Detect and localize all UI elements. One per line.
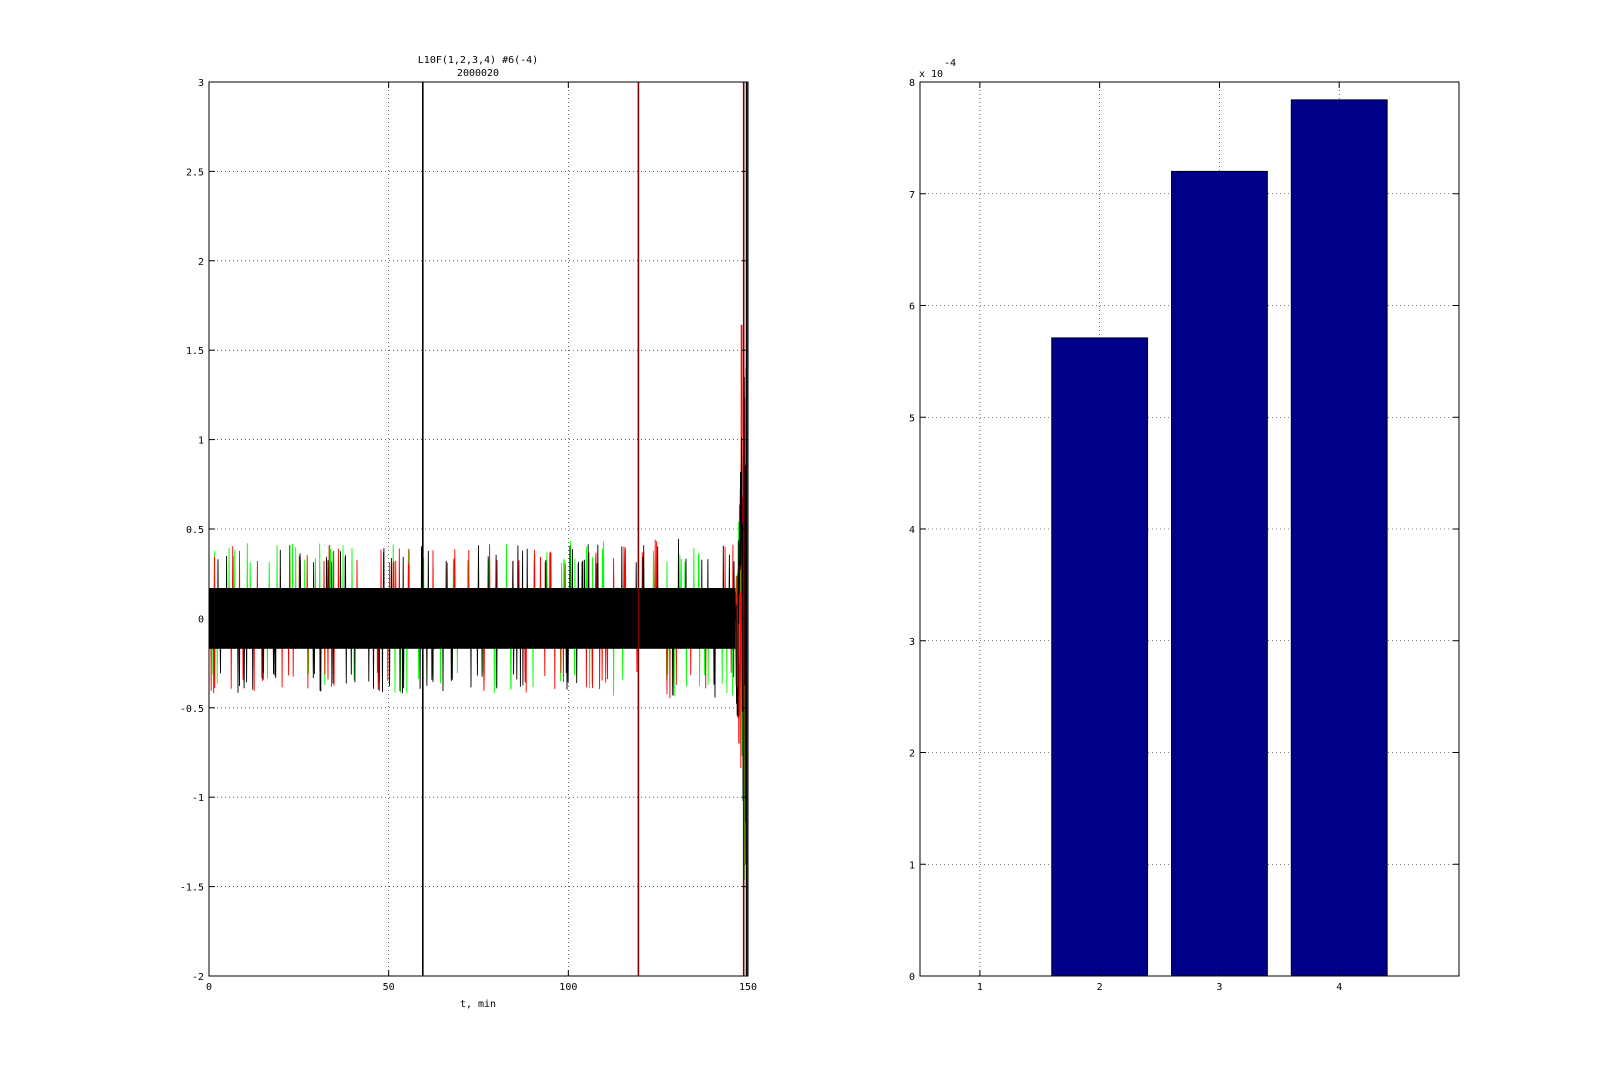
x-tick-label: 0 bbox=[206, 982, 212, 993]
time-series-chart: 0 50 100 150 -2 -1.5 -1 -0.5 0 0.5 1 1.5 2 2.5 3 L10F(… bbox=[180, 55, 757, 1010]
y-tick-label: 5 bbox=[909, 413, 915, 424]
y-tick-label: 1.5 bbox=[186, 346, 204, 357]
bar-3 bbox=[1171, 170, 1268, 977]
y-tick-label: 7 bbox=[909, 190, 915, 201]
y-tick-label: 1 bbox=[198, 436, 204, 447]
y-tick-label: 2 bbox=[909, 749, 915, 760]
bar-4 bbox=[1290, 99, 1388, 977]
y-tick-label: 4 bbox=[909, 525, 915, 536]
x-tick-label: 150 bbox=[739, 982, 757, 993]
y-tick-label: -1 bbox=[192, 793, 204, 804]
x-tick-label: 1 bbox=[977, 982, 983, 993]
y-tick-label: 3 bbox=[198, 78, 204, 89]
time-series-ticks: 0 50 100 150 -2 -1.5 -1 -0.5 0 0.5 1 1.5 2 2.5 3 bbox=[180, 78, 757, 993]
y-tick-label: 6 bbox=[909, 302, 915, 313]
x-tick-label: 2 bbox=[1097, 982, 1103, 993]
x-tick-label: 50 bbox=[383, 982, 395, 993]
y-tick-label: 0 bbox=[198, 614, 204, 625]
y-tick-label: -1.5 bbox=[180, 883, 204, 894]
y-tick-label: 0 bbox=[909, 972, 915, 983]
bar-2 bbox=[1051, 337, 1149, 977]
time-series-title: L10F(1,2,3,4) #6(-4) bbox=[418, 55, 538, 66]
x-tick-label: 3 bbox=[1216, 982, 1222, 993]
time-series-x-axis-label: t, min bbox=[460, 999, 496, 1010]
y-tick-label: 3 bbox=[909, 637, 915, 648]
y-tick-label: 1 bbox=[909, 860, 915, 871]
time-series-traces bbox=[208, 324, 748, 880]
bar-chart-bars bbox=[1051, 99, 1388, 977]
trace-series-2 bbox=[208, 324, 748, 823]
bar-chart-ticks: 1 2 3 4 0 1 2 3 4 5 6 7 8 bbox=[909, 78, 1459, 993]
y-tick-label: 2.5 bbox=[186, 167, 204, 178]
y-tick-label: 8 bbox=[909, 78, 915, 89]
y-tick-label: 0.5 bbox=[186, 525, 204, 536]
bar-chart-scale-exponent: -4 bbox=[944, 58, 956, 69]
x-tick-label: 4 bbox=[1336, 982, 1342, 993]
x-tick-label: 100 bbox=[559, 982, 577, 993]
y-tick-label: -2 bbox=[192, 972, 204, 983]
bar-chart: 1 2 3 4 0 1 2 3 4 5 6 7 8 x 10 -4 bbox=[909, 58, 1460, 993]
y-tick-label: 2 bbox=[198, 257, 204, 268]
bar-chart-scale-label: x 10 bbox=[919, 69, 943, 80]
time-series-grid bbox=[209, 82, 748, 976]
noise-core-band bbox=[209, 588, 736, 649]
time-series-subtitle: 2000020 bbox=[457, 68, 499, 79]
y-tick-label: -0.5 bbox=[180, 704, 204, 715]
